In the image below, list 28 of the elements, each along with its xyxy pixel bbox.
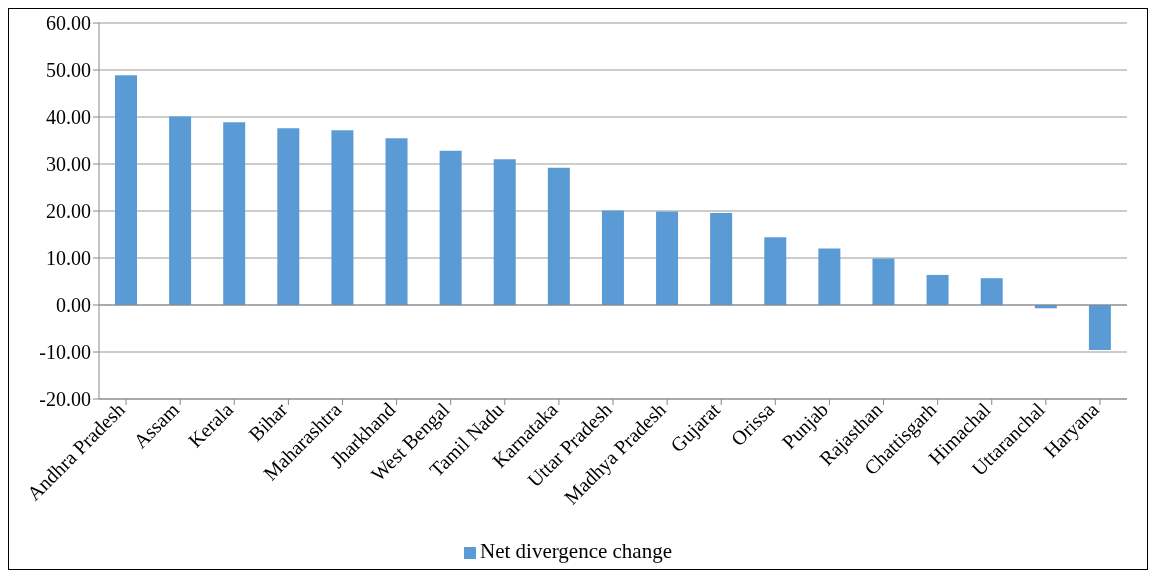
bar (439, 150, 462, 305)
bar (223, 122, 246, 305)
bar (601, 210, 624, 305)
bar (547, 167, 570, 305)
bar (764, 237, 787, 305)
y-tick-label: 10.00 (46, 247, 91, 270)
bar (872, 258, 895, 305)
y-tick-label: 60.00 (46, 12, 91, 35)
y-tick-label: -10.00 (39, 341, 91, 364)
bar (926, 274, 949, 305)
bar (331, 130, 354, 305)
legend-label: Net divergence change (479, 539, 672, 563)
bar (656, 211, 679, 305)
bar (493, 159, 516, 305)
y-tick-label: 50.00 (46, 59, 91, 82)
bar (710, 212, 733, 305)
bar (385, 138, 408, 305)
bar (1088, 305, 1111, 351)
bar (818, 248, 841, 305)
bar (115, 75, 137, 305)
y-tick-label: 0.00 (56, 294, 91, 317)
y-tick-label: 20.00 (46, 200, 91, 223)
bar (980, 278, 1003, 305)
bar (169, 116, 192, 305)
bar (277, 128, 300, 305)
y-tick-label: 40.00 (46, 106, 91, 129)
y-tick-label: 30.00 (46, 153, 91, 176)
y-tick-label: -20.00 (39, 388, 91, 411)
